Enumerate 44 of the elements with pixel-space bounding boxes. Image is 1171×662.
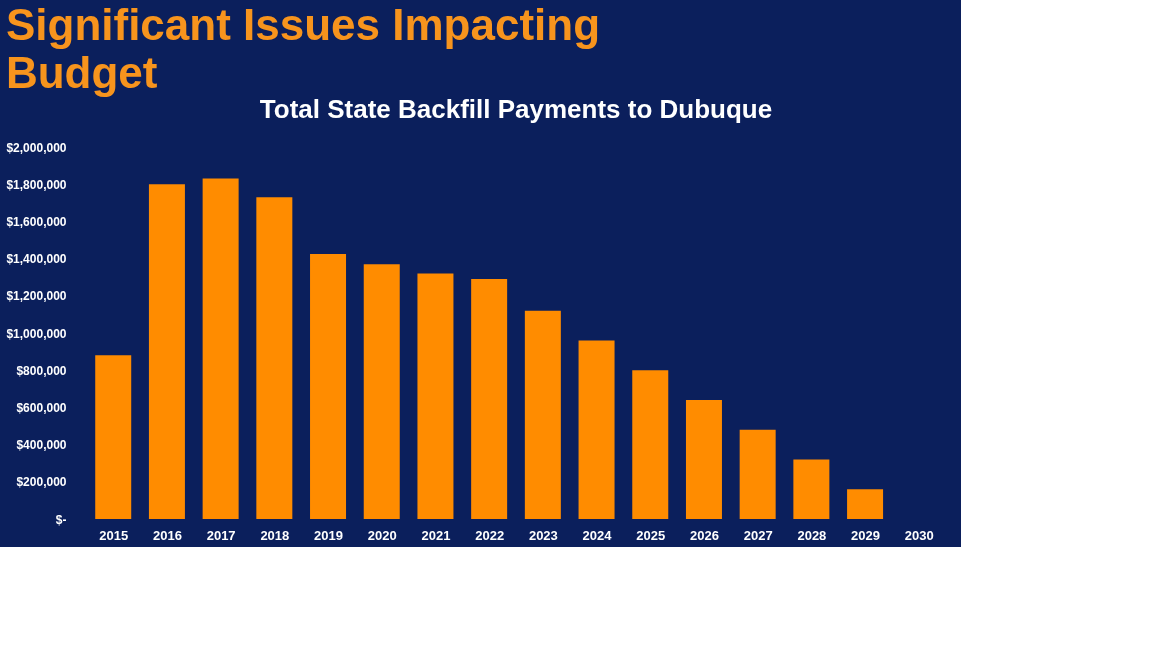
x-tick-label: 2015 — [99, 527, 129, 543]
bar — [685, 399, 722, 519]
x-tick-label: 2026 — [690, 527, 719, 543]
bar — [578, 340, 615, 519]
x-tick-label: 2019 — [314, 527, 343, 543]
y-tick-label: $600,000 — [16, 400, 67, 415]
y-tick-label: $1,200,000 — [6, 289, 67, 304]
chart-subtitle: Total State Backfill Payments to Dubuque — [259, 94, 773, 124]
y-tick-label: $- — [55, 512, 67, 527]
y-tick-label: $400,000 — [16, 438, 67, 453]
x-tick-label: 2028 — [797, 527, 827, 543]
x-tick-label: 2029 — [851, 527, 881, 543]
bar — [632, 370, 669, 519]
x-tick-label: 2027 — [743, 527, 773, 543]
x-tick-label: 2021 — [421, 527, 451, 543]
bar — [793, 459, 830, 519]
x-tick-label: 2025 — [636, 527, 666, 543]
bar — [202, 178, 239, 519]
x-tick-label: 2024 — [582, 527, 613, 543]
bar — [417, 273, 454, 519]
y-tick-label: $1,800,000 — [6, 177, 67, 192]
bar — [256, 197, 293, 519]
x-tick-label: 2022 — [475, 527, 505, 543]
x-tick-label: 2020 — [367, 527, 397, 543]
bar — [471, 279, 508, 519]
y-tick-label: $2,000,000 — [6, 140, 67, 155]
bar — [524, 310, 561, 519]
chart-title: Significant Issues Impacting Budget — [5, 0, 601, 97]
y-tick-label: $1,400,000 — [6, 252, 67, 267]
y-tick-label: $200,000 — [16, 475, 67, 490]
y-tick-label: $1,000,000 — [6, 326, 67, 341]
y-tick-label: $1,600,000 — [6, 214, 67, 229]
x-tick-label: 2023 — [528, 527, 558, 543]
y-tick-label: $800,000 — [16, 363, 67, 378]
x-tick-label: 2017 — [206, 527, 236, 543]
x-tick-label: 2016 — [152, 527, 182, 543]
bar — [95, 355, 132, 519]
bar — [363, 264, 400, 519]
bar — [310, 253, 347, 519]
x-tick-label: 2018 — [260, 527, 290, 543]
bar — [739, 429, 776, 519]
bar — [847, 489, 884, 519]
bar — [148, 184, 185, 519]
x-tick-label: 2030 — [904, 527, 934, 543]
